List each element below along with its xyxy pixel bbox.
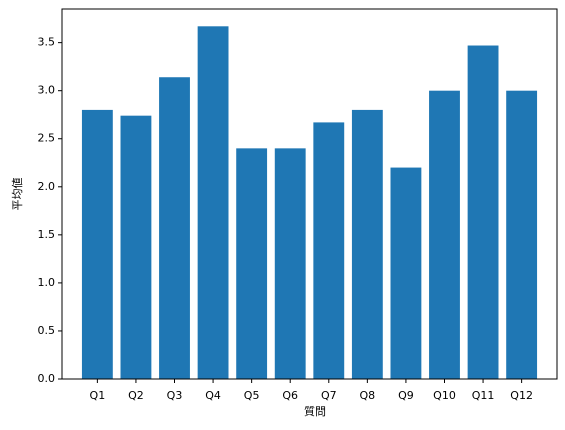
- bar: [197, 26, 229, 379]
- x-tick-label: Q11: [472, 389, 495, 402]
- x-tick-label: Q6: [282, 389, 298, 402]
- y-tick-label: 3.0: [38, 84, 56, 97]
- bar: [236, 148, 268, 379]
- x-axis-label: 質問: [304, 404, 326, 418]
- x-tick-label: Q2: [128, 389, 144, 402]
- y-tick-label: 2.5: [38, 132, 56, 145]
- x-tick-label: Q10: [433, 389, 456, 402]
- bar: [81, 109, 113, 379]
- bar: [274, 148, 306, 379]
- x-tick-label: Q5: [244, 389, 260, 402]
- bar: [467, 45, 499, 380]
- y-axis-label: 平均値: [11, 178, 24, 211]
- x-tick-label: Q4: [205, 389, 221, 402]
- x-tick-label: Q3: [167, 389, 183, 402]
- plot-frame: [61, 8, 558, 380]
- x-tick-label: Q7: [321, 389, 337, 402]
- bar: [159, 77, 190, 379]
- y-tick-label: 0.0: [38, 372, 56, 385]
- x-tick-label: Q9: [398, 389, 414, 402]
- x-tick-label: Q1: [90, 389, 106, 402]
- bar: [313, 122, 345, 380]
- y-tick-label: 3.5: [38, 36, 56, 49]
- bar: [390, 167, 422, 379]
- y-tick-label: 0.5: [38, 324, 56, 337]
- bar: [429, 90, 460, 380]
- x-tick-label: Q8: [360, 389, 376, 402]
- bar: [506, 90, 538, 380]
- bar: [351, 109, 383, 379]
- y-tick-label: 1.5: [38, 228, 56, 241]
- x-tick-label: Q12: [510, 389, 533, 402]
- y-tick-label: 1.0: [38, 276, 56, 289]
- y-tick-label: 2.0: [38, 180, 56, 193]
- bar: [120, 115, 152, 379]
